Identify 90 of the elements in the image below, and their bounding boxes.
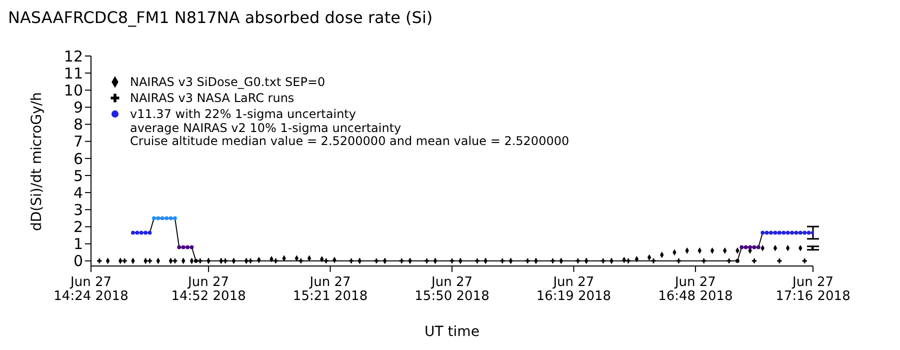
x-axis-title: UT time: [424, 324, 480, 340]
point: [576, 258, 580, 264]
chart-title: NASAAFRCDC8_FM1 N817NA absorbed dose rate (Si): [8, 8, 433, 27]
point: [298, 258, 304, 264]
point: [181, 245, 186, 250]
point: [135, 230, 140, 235]
y-tick-label: 4: [73, 184, 83, 202]
point: [777, 230, 782, 235]
point: [806, 230, 811, 235]
legend-label: NAIRAS v3 SiDose_G0.txt SEP=0: [130, 74, 326, 90]
y-axis-title: dD(Si)/dt microGy/h: [28, 92, 45, 231]
point: [148, 230, 152, 235]
point: [152, 216, 156, 220]
y-tick-label: 10: [64, 81, 83, 100]
point: [273, 258, 278, 264]
point: [374, 258, 379, 264]
point: [147, 258, 152, 264]
x-tick-label: Jun 27 16:48 2018: [658, 275, 733, 304]
y-tick-label: 3: [73, 200, 83, 219]
point: [651, 258, 656, 264]
point: [164, 216, 169, 220]
y-tick-label: 12: [64, 47, 83, 66]
point: [168, 216, 173, 220]
point: [160, 216, 164, 220]
point: [777, 258, 782, 264]
legend-label: NAIRAS v3 NASA LaRC runs: [130, 90, 294, 106]
point: [177, 245, 182, 250]
x-tick-label: Jun 27 15:21 2018: [292, 275, 368, 304]
point: [626, 258, 631, 264]
point: [122, 258, 127, 264]
legend-label: v11.37 with 22% 1-sigma uncertainty: [130, 106, 356, 122]
point: [424, 258, 430, 264]
point: [702, 258, 706, 264]
y-tick-label: 0: [73, 252, 83, 270]
point: [676, 258, 681, 264]
line-series: [132, 218, 813, 262]
x-tick-label: Jun 27 14:24 2018: [54, 275, 128, 304]
point: [782, 230, 786, 235]
y-tick-label: 7: [73, 132, 83, 151]
point: [500, 258, 505, 264]
point: [97, 258, 102, 264]
point: [600, 258, 606, 264]
point: [144, 230, 148, 235]
y-tick-label: 11: [64, 64, 83, 82]
x-tick-label: Jun 27 16:19 2018: [536, 275, 612, 304]
point: [198, 258, 202, 264]
point: [139, 230, 144, 235]
y-tick-label: 5: [73, 166, 83, 185]
y-tick-label: 6: [73, 150, 83, 168]
point: [186, 245, 190, 250]
point: [752, 258, 757, 264]
point: [348, 258, 354, 264]
point: [156, 216, 160, 220]
annotation: Cruise altitude median value = 2.5200000 and mean value = 2.5200000: [130, 134, 570, 148]
point: [525, 258, 530, 264]
point: [223, 258, 228, 264]
point: [756, 245, 760, 250]
point: [550, 258, 556, 264]
point: [474, 258, 480, 264]
point: [764, 230, 769, 235]
point: [752, 245, 756, 250]
point: [248, 258, 253, 264]
annotation: average NAIRAS v2 10% 1-sigma uncertainty: [130, 121, 402, 135]
point: [450, 258, 454, 264]
y-tick-label: 1: [73, 235, 83, 254]
point: [794, 230, 798, 235]
x-tick-label: Jun 27 14:52 2018: [171, 275, 246, 304]
x-tick-label: Jun 27 15:50 2018: [414, 275, 490, 304]
point: [726, 258, 732, 264]
point: [190, 245, 194, 250]
point: [802, 258, 807, 264]
point: [773, 230, 778, 235]
point: [744, 245, 748, 250]
point: [131, 230, 135, 235]
point: [172, 258, 178, 264]
point: [399, 258, 404, 264]
point: [769, 230, 773, 235]
y-tick-label: 2: [73, 218, 83, 236]
y-tick-label: 8: [73, 116, 83, 134]
point: [802, 230, 807, 235]
point: [798, 230, 802, 235]
point: [786, 230, 790, 235]
point: [760, 230, 765, 235]
point: [173, 216, 177, 220]
point: [790, 230, 794, 235]
x-tick-label: Jun 27 17:16 2018: [776, 275, 850, 304]
point: [324, 258, 328, 264]
y-tick-label: 9: [73, 98, 83, 117]
point: [748, 245, 752, 250]
point: [740, 245, 744, 250]
